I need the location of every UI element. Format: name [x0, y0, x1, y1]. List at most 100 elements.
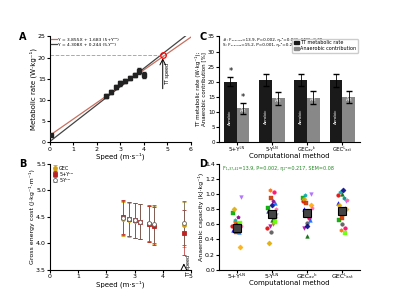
Y-axis label: TT metabolic rate (W·kg⁻¹);
Anaerobic contribution [%]: TT metabolic rate (W·kg⁻¹); Anaerobic co…: [195, 52, 206, 127]
Point: [305, 209, 312, 214]
Point: [344, 198, 350, 202]
Y = 4.308X + 0.244 (5-Yᴸᴺ): [134, 72, 139, 76]
Point: [234, 224, 241, 229]
Text: D: D: [199, 159, 207, 169]
Point: [231, 218, 238, 223]
Point: [304, 223, 310, 228]
Text: *: *: [228, 67, 232, 76]
Point: [343, 199, 350, 204]
Y = 3.855X + 1.683 (5+Yᴸᴺ): [175, 45, 180, 48]
Point: [236, 229, 243, 234]
Bar: [259, 80, 272, 142]
Point: [335, 201, 341, 205]
Point: [264, 225, 271, 230]
Legend: Y = 3.855X + 1.683 (5+Yᴸᴺ), Y = 4.308X + 0.244 (5-Yᴸᴺ): Y = 3.855X + 1.683 (5+Yᴸᴺ), Y = 4.308X +…: [51, 37, 119, 47]
Point: [235, 222, 241, 227]
Text: TT speed: TT speed: [186, 255, 191, 277]
Point: [232, 225, 238, 230]
Legend: TT metabolic rate, Anaerobic contribution: TT metabolic rate, Anaerobic contributio…: [292, 39, 358, 53]
Point: [230, 210, 236, 215]
Y = 3.855X + 1.683 (5+Yᴸᴺ): [48, 133, 52, 137]
Point: [232, 219, 238, 224]
Point: [237, 245, 244, 249]
Point: [302, 193, 308, 198]
Text: *: *: [241, 93, 245, 102]
X-axis label: Computational method: Computational method: [249, 153, 330, 159]
Text: An: An: [240, 108, 246, 113]
Line: Y = 3.855X + 1.683 (5+Yᴸᴺ): Y = 3.855X + 1.683 (5+Yᴸᴺ): [50, 37, 191, 135]
Point: [272, 219, 278, 224]
Point: [337, 190, 343, 195]
Point: [235, 225, 242, 230]
Y = 3.855X + 1.683 (5+Yᴸᴺ): [166, 51, 171, 55]
Point: [230, 228, 236, 233]
Point: [228, 224, 235, 229]
Point: [271, 190, 277, 195]
Point: [265, 205, 272, 210]
Point: [299, 199, 306, 204]
Point: [265, 208, 271, 213]
Point: [342, 205, 348, 210]
Text: An: An: [275, 98, 282, 103]
Point: [238, 223, 244, 228]
Bar: [294, 80, 307, 142]
X-axis label: Speed (m·s⁻¹): Speed (m·s⁻¹): [96, 153, 145, 161]
Point: [306, 213, 312, 218]
Text: A: A: [19, 32, 26, 42]
Point: [233, 227, 240, 232]
Point: [342, 207, 349, 211]
Point: [338, 228, 344, 233]
Y-axis label: Anaerobic capacity (kJ·kg⁻¹): Anaerobic capacity (kJ·kg⁻¹): [198, 172, 204, 261]
Point: [339, 222, 345, 227]
Point: [270, 222, 276, 227]
Point: [339, 191, 345, 196]
Bar: [342, 97, 355, 142]
Text: Aerobic: Aerobic: [228, 109, 232, 125]
Point: [301, 225, 308, 230]
Y = 3.855X + 1.683 (5+Yᴸᴺ): [132, 75, 136, 79]
Text: Aerobic: Aerobic: [334, 109, 338, 124]
Point: [268, 203, 275, 208]
Point: [232, 220, 238, 225]
Point: [308, 203, 314, 208]
Text: F₁,₃₇,₄₂=13.9, P=0.002, η₂²=0.217, SEM=0.08: F₁,₃₇,₄₂=13.9, P=0.002, η₂²=0.217, SEM=0…: [223, 166, 334, 171]
Point: [340, 210, 346, 215]
Bar: [307, 98, 320, 142]
Point: [234, 222, 240, 227]
Bar: [224, 82, 237, 142]
Point: [340, 188, 346, 193]
Point: [270, 199, 276, 204]
Point: [309, 205, 315, 210]
Point: [341, 195, 347, 200]
Point: [302, 210, 308, 215]
Text: TT speed: TT speed: [165, 62, 170, 85]
Point: [306, 208, 312, 213]
Bar: [237, 108, 249, 142]
Text: An: An: [310, 97, 317, 102]
Point: [301, 197, 307, 202]
X-axis label: Speed (m·s⁻¹): Speed (m·s⁻¹): [96, 280, 145, 288]
Y = 3.855X + 1.683 (5+Yᴸᴺ): [134, 73, 139, 77]
Point: [336, 203, 342, 208]
Y = 4.308X + 0.244 (5-Yᴸᴺ): [48, 139, 53, 143]
Point: [337, 208, 343, 213]
Bar: [330, 80, 342, 142]
Point: [266, 241, 272, 245]
Point: [270, 216, 277, 221]
Point: [272, 201, 279, 205]
Point: [300, 207, 307, 211]
Y = 4.308X + 0.244 (5-Yᴸᴺ): [131, 75, 136, 78]
Point: [339, 213, 346, 218]
Point: [234, 214, 241, 219]
Y = 3.855X + 1.683 (5+Yᴸᴺ): [48, 133, 53, 137]
Point: [304, 214, 311, 219]
Point: [232, 229, 239, 234]
Point: [303, 201, 309, 205]
Text: #: F₁,₃₇,₄₂=13.9, P=0.002, η₂²=0.036, SEM=0.79
S: F₁,₃₇,₄₂=15.2, P=0.001, η₂²=0.: #: F₁,₃₇,₄₂=13.9, P=0.002, η₂²=0.036, SE…: [223, 38, 323, 47]
Point: [268, 195, 275, 200]
Point: [273, 213, 279, 218]
Y = 4.308X + 0.244 (5-Yᴸᴺ): [188, 30, 193, 34]
Y = 4.308X + 0.244 (5-Yᴸᴺ): [166, 47, 171, 51]
Point: [237, 221, 243, 226]
Y = 4.308X + 0.244 (5-Yᴸᴺ): [175, 40, 180, 44]
